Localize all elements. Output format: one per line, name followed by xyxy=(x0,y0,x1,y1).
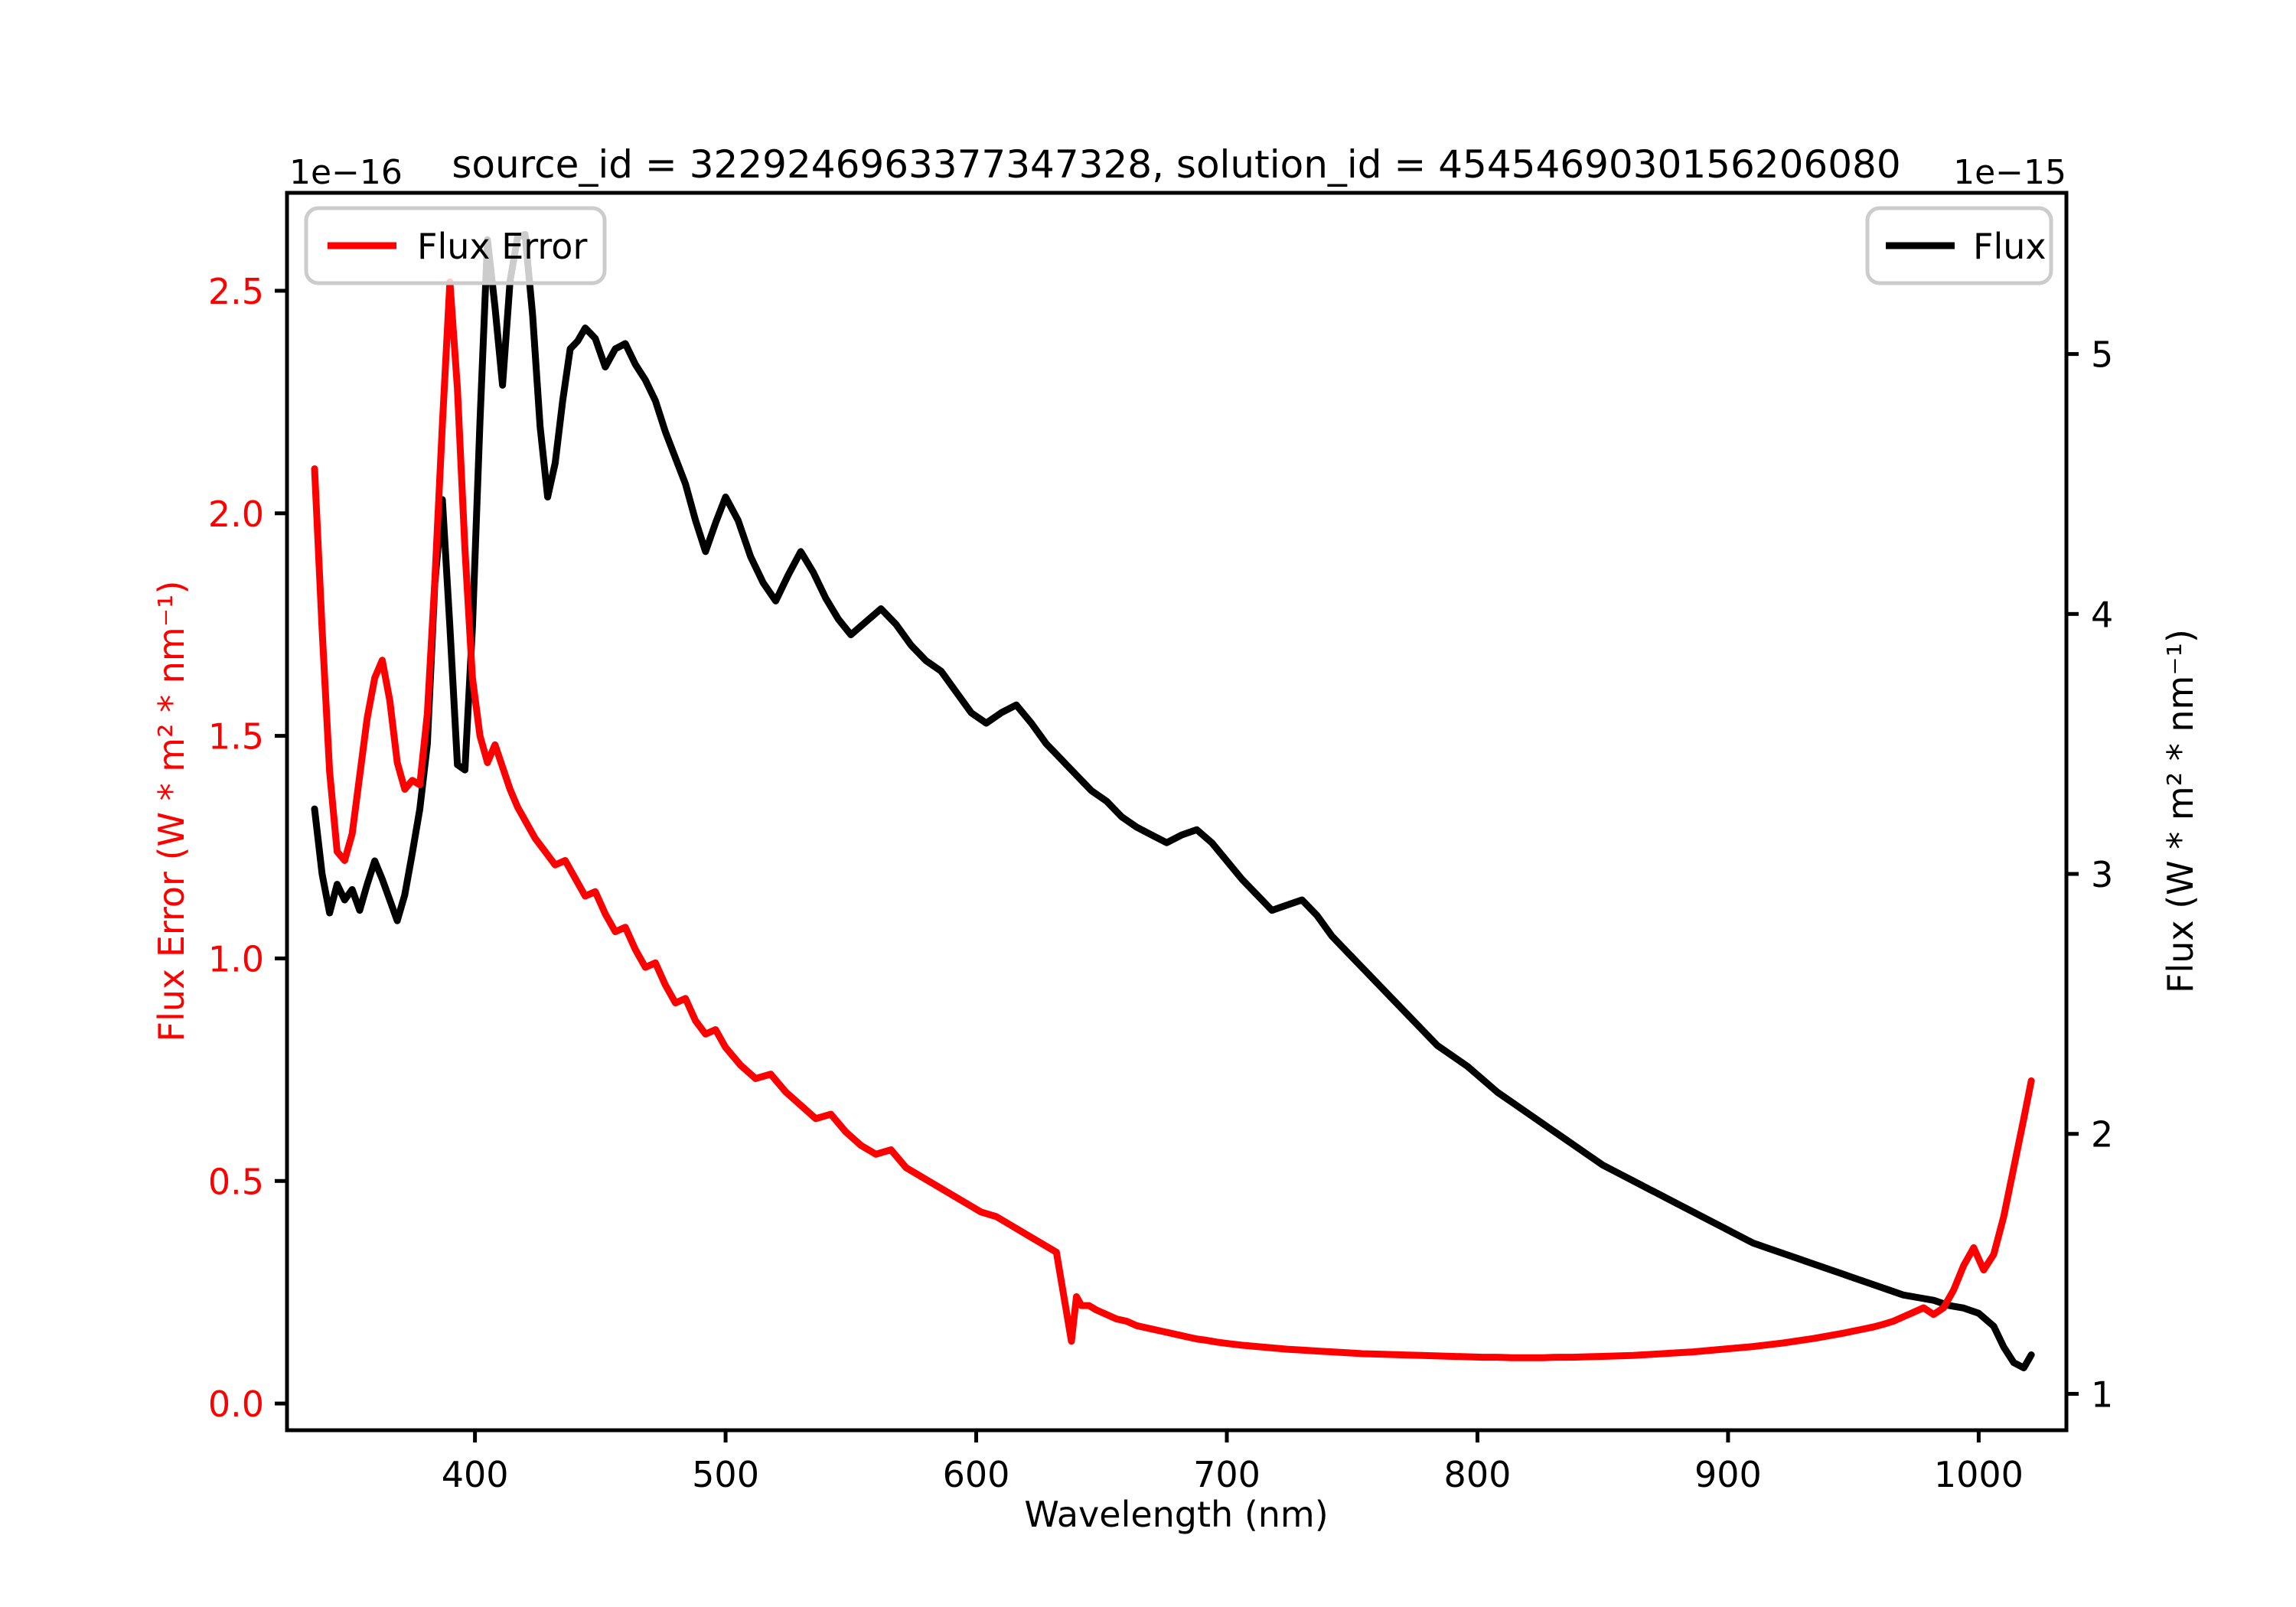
left-axis-offset-label: 1e−16 xyxy=(289,153,403,192)
plot-frame xyxy=(285,191,2069,1433)
legend-flux[interactable]: Flux xyxy=(1865,206,2053,285)
x-axis-label: Wavelength (nm) xyxy=(1024,1494,1328,1535)
x-tick-label: 600 xyxy=(943,1454,1010,1495)
y-left-axis-label: Flux Error (W * m² * nm⁻¹) xyxy=(151,581,192,1042)
legend-flux-label: Flux xyxy=(1973,226,2047,267)
legend-flux-box xyxy=(1865,206,2053,285)
right-axis-offset-label: 1e−15 xyxy=(1953,153,2066,192)
page-title: source_id = 3229246963377347328, solutio… xyxy=(452,142,1900,187)
x-tick-label: 1000 xyxy=(1934,1454,2024,1495)
y-right-tick-label: 1 xyxy=(2091,1374,2113,1415)
y-right-tick-label: 4 xyxy=(2091,594,2113,635)
y-left-tick-label: 2.0 xyxy=(208,494,264,535)
y-right-tick-label: 2 xyxy=(2091,1114,2113,1156)
x-tick-label: 500 xyxy=(692,1454,759,1495)
x-tick-label: 900 xyxy=(1694,1454,1762,1495)
legend-flux-error-box xyxy=(304,206,607,285)
y-right-tick-label: 5 xyxy=(2091,334,2113,376)
legend-flux-error[interactable]: Flux Error xyxy=(304,206,607,285)
y-right-axis-label: Flux (W * m² * nm⁻¹) xyxy=(2160,629,2201,993)
y-left-tick-label: 2.5 xyxy=(208,271,264,312)
x-tick-label: 800 xyxy=(1444,1454,1512,1495)
x-axis-ticks: 400 500 600 700 800 900 1000 xyxy=(442,1430,2024,1495)
y-left-axis-ticks: 0.0 0.5 1.0 1.5 2.0 2.5 xyxy=(208,271,287,1425)
y-left-tick-label: 0.5 xyxy=(208,1161,264,1202)
y-left-tick-label: 1.5 xyxy=(208,716,264,758)
y-right-tick-label: 3 xyxy=(2091,854,2113,895)
flux-error-line xyxy=(311,278,2035,1361)
x-tick-label: 700 xyxy=(1193,1454,1261,1495)
y-right-axis-ticks: 1 2 3 4 5 xyxy=(2066,334,2113,1415)
x-tick-label: 400 xyxy=(442,1454,509,1495)
y-left-tick-label: 1.0 xyxy=(208,938,264,980)
legend-flux-error-label: Flux Error xyxy=(417,226,587,267)
y-left-tick-label: 0.0 xyxy=(208,1384,264,1425)
